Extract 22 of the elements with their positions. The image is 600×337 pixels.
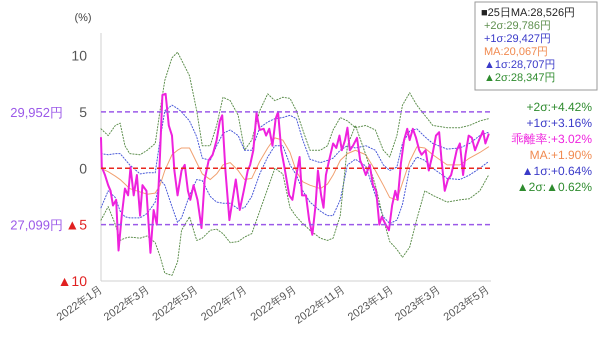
annotation: ▲2σ:28,347円 — [484, 72, 556, 84]
annotation: ▲2σ:▲0.62% — [516, 180, 592, 194]
annotation: +2σ:+4.42% — [526, 100, 592, 114]
xtick: 2022年3月 — [102, 284, 152, 324]
xtick: 2023年1月 — [346, 284, 396, 324]
annotation: 乖離率:+3.02% — [512, 132, 592, 146]
ytick: 10 — [71, 48, 87, 64]
ytick: ▲10 — [58, 273, 87, 289]
annotation: +2σ:29,786円 — [484, 20, 552, 32]
ytick: 5 — [79, 104, 87, 120]
ytick: 0 — [79, 160, 87, 176]
ref-label: 27,099円 — [10, 218, 63, 233]
annotation: ▲1σ:28,707円 — [484, 59, 556, 71]
ref-label: 29,952円 — [10, 104, 63, 120]
annotation: MA:+1.90% — [530, 148, 592, 162]
ytick: ▲5 — [65, 216, 87, 233]
annotation: ■25日MA:28,526円 — [481, 7, 576, 19]
annotation: ▲1σ:+0.64% — [522, 164, 592, 178]
annotation: MA:20,067円 — [484, 46, 548, 58]
annotation: +1σ:29,427円 — [484, 33, 552, 45]
annotation: +1σ:+3.16% — [526, 116, 592, 130]
ylabel: (%) — [74, 12, 92, 24]
